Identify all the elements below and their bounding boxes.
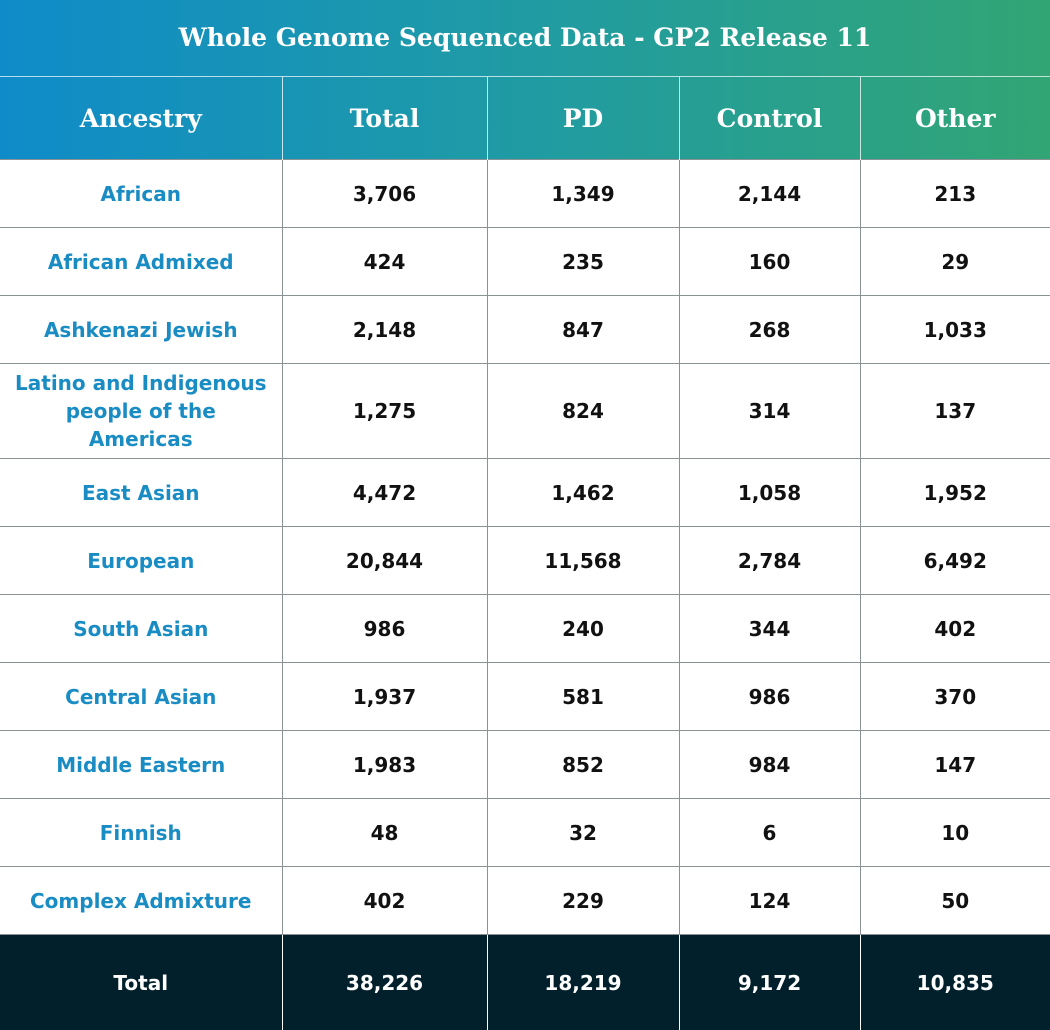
table-row: European 20,844 11,568 2,784 6,492 bbox=[0, 526, 1050, 595]
cell-pd: 847 bbox=[486, 295, 680, 364]
total-cell-ancestry: Total bbox=[0, 934, 282, 1030]
cell-control: 268 bbox=[678, 295, 861, 364]
cell-ancestry: African bbox=[0, 159, 283, 228]
cell-control: 124 bbox=[678, 866, 861, 935]
cell-ancestry: East Asian bbox=[0, 458, 283, 527]
cell-ancestry: European bbox=[0, 526, 283, 595]
cell-total: 20,844 bbox=[281, 526, 488, 595]
total-cell-total: 38,226 bbox=[281, 934, 487, 1030]
total-row: Total 38,226 18,219 9,172 10,835 bbox=[0, 934, 1050, 1030]
cell-other: 147 bbox=[859, 730, 1050, 799]
cell-total: 1,937 bbox=[281, 662, 488, 731]
total-cell-other: 10,835 bbox=[859, 934, 1050, 1030]
cell-pd: 240 bbox=[486, 594, 680, 663]
header-row: Ancestry Total PD Control Other bbox=[0, 77, 1050, 160]
cell-ancestry: Ashkenazi Jewish bbox=[0, 295, 283, 364]
cell-other: 213 bbox=[859, 159, 1050, 228]
cell-control: 314 bbox=[678, 363, 861, 459]
table-row: Finnish 48 32 6 10 bbox=[0, 798, 1050, 867]
ancestry-table: Ancestry Total PD Control Other African 3,706… bbox=[0, 77, 1050, 1030]
cell-total: 4,472 bbox=[281, 458, 488, 527]
column-header-ancestry: Ancestry bbox=[79, 103, 202, 133]
cell-other: 50 bbox=[859, 866, 1050, 935]
cell-control: 160 bbox=[678, 227, 861, 296]
cell-total: 48 bbox=[281, 798, 488, 867]
cell-total: 3,706 bbox=[281, 159, 488, 228]
table-title: Whole Genome Sequenced Data - GP2 Releas… bbox=[0, 0, 1050, 77]
cell-ancestry: Complex Admixture bbox=[0, 866, 283, 935]
cell-ancestry: African Admixed bbox=[0, 227, 283, 296]
cell-total: 1,275 bbox=[281, 363, 488, 459]
column-header-pd: PD bbox=[486, 77, 679, 160]
cell-pd: 32 bbox=[486, 798, 680, 867]
column-header-other: Other bbox=[859, 77, 1050, 160]
total-cell-pd: 18,219 bbox=[486, 934, 679, 1030]
cell-total: 424 bbox=[281, 227, 488, 296]
cell-other: 1,033 bbox=[859, 295, 1050, 364]
cell-control: 984 bbox=[678, 730, 861, 799]
cell-pd: 11,568 bbox=[486, 526, 680, 595]
cell-control: 1,058 bbox=[678, 458, 861, 527]
cell-ancestry: Finnish bbox=[0, 798, 283, 867]
total-cell-control: 9,172 bbox=[678, 934, 860, 1030]
cell-total: 2,148 bbox=[281, 295, 488, 364]
cell-total: 986 bbox=[281, 594, 488, 663]
cell-ancestry: Middle Eastern bbox=[0, 730, 283, 799]
table-row: African Admixed 424 235 160 29 bbox=[0, 227, 1050, 296]
cell-ancestry: South Asian bbox=[0, 594, 283, 663]
cell-pd: 824 bbox=[486, 363, 680, 459]
cell-control: 2,144 bbox=[678, 159, 861, 228]
cell-pd: 229 bbox=[486, 866, 680, 935]
cell-other: 29 bbox=[859, 227, 1050, 296]
cell-pd: 235 bbox=[486, 227, 680, 296]
cell-pd: 852 bbox=[486, 730, 680, 799]
cell-control: 986 bbox=[678, 662, 861, 731]
table-row: Central Asian 1,937 581 986 370 bbox=[0, 662, 1050, 731]
cell-other: 402 bbox=[859, 594, 1050, 663]
cell-total: 402 bbox=[281, 866, 488, 935]
cell-other: 370 bbox=[859, 662, 1050, 731]
cell-control: 2,784 bbox=[678, 526, 861, 595]
cell-pd: 581 bbox=[486, 662, 680, 731]
table-row: Middle Eastern 1,983 852 984 147 bbox=[0, 730, 1050, 799]
cell-other: 6,492 bbox=[859, 526, 1050, 595]
table-row: Ashkenazi Jewish 2,148 847 268 1,033 bbox=[0, 295, 1050, 364]
cell-pd: 1,462 bbox=[486, 458, 680, 527]
table-row: Complex Admixture 402 229 124 50 bbox=[0, 866, 1050, 935]
cell-control: 6 bbox=[678, 798, 861, 867]
cell-ancestry: Latino and Indigenous people of the Amer… bbox=[0, 363, 283, 459]
column-header-control: Control bbox=[678, 77, 860, 160]
cell-other: 1,952 bbox=[859, 458, 1050, 527]
cell-other: 137 bbox=[859, 363, 1050, 459]
table-row: South Asian 986 240 344 402 bbox=[0, 594, 1050, 663]
cell-ancestry: Central Asian bbox=[0, 662, 283, 731]
table-row: African 3,706 1,349 2,144 213 bbox=[0, 159, 1050, 228]
cell-total: 1,983 bbox=[281, 730, 488, 799]
table-row: East Asian 4,472 1,462 1,058 1,952 bbox=[0, 458, 1050, 527]
column-header-total: Total bbox=[281, 77, 487, 160]
cell-other: 10 bbox=[859, 798, 1050, 867]
cell-control: 344 bbox=[678, 594, 861, 663]
cell-pd: 1,349 bbox=[486, 159, 680, 228]
table-row: Latino and Indigenous people of the Amer… bbox=[0, 363, 1050, 459]
